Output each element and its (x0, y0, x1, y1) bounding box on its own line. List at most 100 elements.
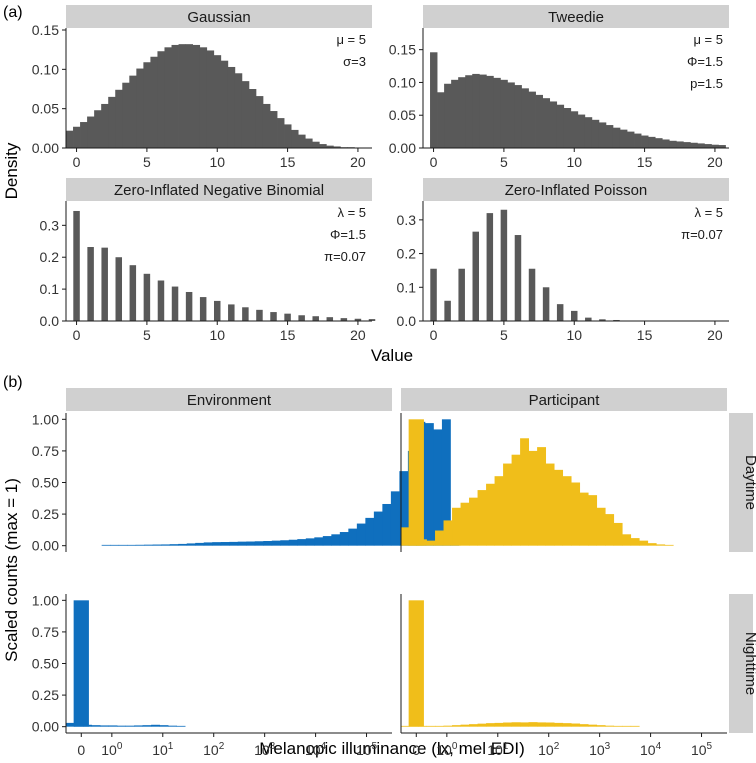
bar (228, 304, 235, 321)
bar (125, 725, 135, 727)
bar (164, 47, 172, 149)
bar (545, 463, 555, 546)
bar (169, 544, 179, 546)
bar (662, 139, 670, 148)
bar (212, 542, 222, 546)
bar (458, 268, 465, 321)
bar (622, 725, 632, 727)
panel-a-x-axis-title: Value (371, 346, 413, 365)
bar (199, 47, 208, 149)
bar (460, 724, 470, 727)
x-tick-label: 102 (203, 741, 225, 758)
bar (270, 111, 278, 148)
bar (171, 286, 179, 321)
bar (596, 725, 606, 727)
row-strip (729, 413, 753, 552)
bar (634, 133, 642, 148)
bar (339, 532, 349, 546)
bar (562, 476, 572, 546)
facet-zero-inflated-poisson: Zero-Inflated Poisson 0.0 0.1 0.2 0.3 0 5 10 15 2… (397, 178, 729, 343)
bar (101, 247, 108, 321)
x-tick-label: 101 (487, 741, 509, 758)
bar (248, 89, 257, 148)
bar (161, 544, 171, 546)
bar (704, 144, 712, 148)
x-tick-label: 105 (356, 741, 378, 758)
bar (588, 724, 598, 727)
bar (382, 503, 392, 546)
y-tick-label: 0.25 (32, 506, 59, 522)
bar (503, 463, 512, 546)
bar (66, 722, 75, 727)
bar (697, 143, 705, 148)
bar (91, 725, 101, 727)
bar (83, 724, 92, 727)
y-tick-label: 0.2 (40, 249, 60, 265)
bar (157, 51, 165, 148)
bar (168, 725, 177, 727)
bar (571, 482, 581, 546)
bar (718, 145, 726, 148)
bar (314, 537, 324, 546)
x-tick-label: 10 (209, 154, 225, 170)
bar (176, 725, 186, 727)
bar (157, 280, 165, 321)
y-tick-label: 0.0 (40, 313, 60, 329)
bar (430, 268, 437, 321)
bar (486, 75, 494, 148)
y-tick-label: 0.75 (32, 443, 59, 459)
bar (630, 538, 640, 546)
bar (426, 540, 436, 546)
x-tick-label: 5 (500, 327, 508, 343)
annotation: μ = 5 (693, 32, 723, 47)
bar (418, 725, 427, 727)
panel-a-label: (a) (3, 4, 23, 21)
y-tick-label: 0.00 (32, 538, 59, 554)
bar (73, 126, 81, 148)
bar (227, 66, 236, 148)
bar (537, 722, 547, 727)
facet-gaussian: Gaussian 0.00 0.05 0.10 0.15 0 5 10 15 20 μ = 5 σ=3 (32, 5, 372, 170)
bar (605, 514, 615, 546)
y-tick-label: 0.0 (397, 313, 417, 329)
bar (500, 209, 508, 321)
bar (110, 544, 120, 546)
bar (365, 517, 375, 546)
x-tick-label: 20 (707, 327, 723, 343)
y-tick-label: 0.3 (397, 212, 417, 228)
annotation: μ = 5 (336, 32, 366, 47)
bar (326, 317, 334, 321)
y-tick-label: 0.05 (389, 107, 416, 123)
bar (118, 544, 128, 546)
column-strip-title: Participant (529, 392, 601, 409)
bar (596, 507, 606, 546)
row-strip-title: Nighttime (742, 632, 756, 695)
bar (494, 722, 504, 727)
bar (493, 77, 501, 148)
bar (143, 62, 151, 148)
x-tick-label: 101 (152, 741, 174, 758)
bar (444, 300, 451, 321)
panel-a-y-axis-title: Density (2, 142, 21, 199)
bar (443, 725, 453, 727)
x-tick-label: 15 (280, 154, 296, 170)
bar (74, 724, 84, 727)
bar (460, 502, 470, 546)
bar (535, 94, 543, 148)
x-tick-label: 100 (436, 741, 458, 758)
bar (521, 88, 529, 148)
x-tick-label: 0 (412, 742, 420, 758)
bar (648, 136, 656, 148)
zero-bin-bar (408, 600, 424, 727)
y-tick-label: 0.00 (389, 140, 416, 156)
bar (443, 520, 453, 546)
bar (528, 268, 536, 321)
bar (143, 273, 151, 321)
bar (571, 723, 581, 727)
bar (591, 119, 600, 148)
bar (298, 134, 306, 148)
y-tick-label: 0.10 (32, 61, 59, 77)
bar (305, 138, 313, 148)
bar (585, 317, 592, 321)
